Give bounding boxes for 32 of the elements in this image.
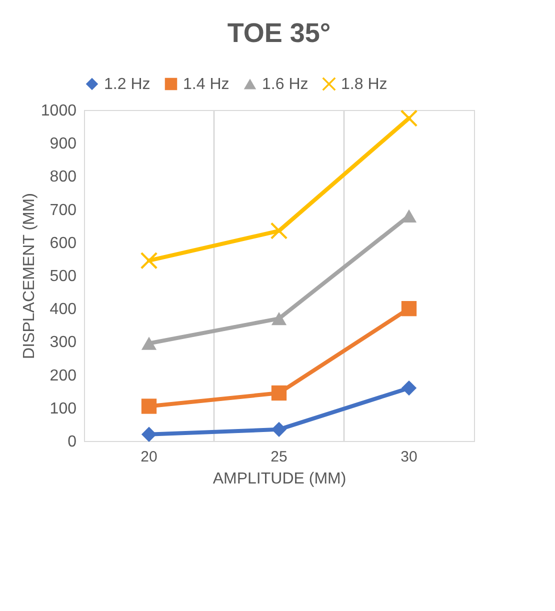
x-tick-label: 25: [270, 448, 288, 466]
y-tick-label: 800: [50, 168, 77, 186]
y-tick-label: 600: [50, 234, 77, 252]
y-tick-label: 300: [50, 334, 77, 352]
y-tick-label: 400: [50, 301, 77, 318]
x-tick-label: 20: [140, 448, 158, 466]
y-tick-label: 0: [68, 434, 77, 450]
legend-label: 1.4 Hz: [183, 76, 230, 93]
chart-title: TOE 35°: [227, 18, 331, 48]
x-tick-label: 30: [400, 448, 418, 466]
point: [400, 110, 418, 127]
y-tick-label: 500: [50, 268, 77, 285]
point: [271, 385, 287, 401]
x-axis-title: AMPLITUDE (MM): [212, 470, 346, 488]
legend-label: 1.2 Hz: [104, 76, 150, 93]
y-tick-label: 700: [50, 202, 77, 219]
point: [141, 426, 157, 442]
point: [141, 336, 157, 350]
legend-label: 1.6 Hz: [262, 76, 308, 93]
point: [271, 312, 287, 326]
y-tick-label: 200: [50, 367, 77, 384]
point: [270, 222, 288, 240]
point: [140, 252, 158, 269]
y-axis-title: DISPLACEMENT (MM): [20, 193, 38, 359]
point: [271, 422, 287, 437]
legend-label: 1.8 Hz: [341, 76, 388, 93]
point: [141, 398, 157, 414]
y-tick-label: 900: [50, 136, 77, 153]
y-tick-label: 1000: [40, 102, 77, 120]
point: [401, 301, 417, 316]
y-tick-label: 100: [50, 400, 77, 418]
point: [401, 380, 417, 396]
